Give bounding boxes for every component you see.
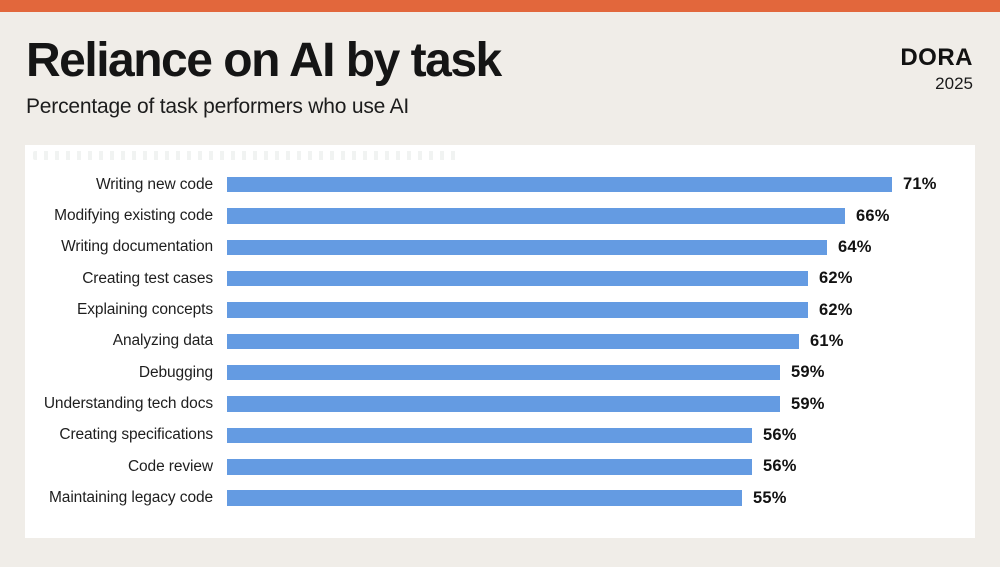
bar-value: 62%	[819, 269, 853, 288]
ghost-watermark	[33, 151, 458, 160]
bar-value: 56%	[763, 457, 797, 476]
bar	[227, 459, 752, 475]
chart-row: Creating specifications 56%	[25, 420, 975, 451]
bar-value: 59%	[791, 394, 825, 413]
bar	[227, 427, 752, 444]
chart-row: Explaining concepts 62%	[25, 294, 975, 325]
row-label: Modifying existing code	[54, 207, 213, 225]
bar-value: 64%	[838, 237, 872, 256]
row-label: Debugging	[138, 363, 213, 381]
page-title: Reliance on AI by task	[26, 34, 502, 87]
bar-value: 61%	[810, 331, 844, 350]
header: Reliance on AI by task Percentage of tas…	[26, 34, 502, 119]
bar	[227, 490, 742, 506]
bar	[227, 396, 780, 412]
chart-row: Understanding tech docs 59%	[25, 388, 975, 419]
bar-track: 62%	[227, 301, 975, 320]
chart-row: Modifying existing code 66%	[25, 200, 975, 231]
top-accent-bar	[0, 0, 1000, 12]
bar	[227, 176, 892, 193]
bar	[227, 239, 827, 256]
bar-value: 66%	[856, 206, 890, 225]
row-label: Analyzing data	[112, 332, 213, 350]
row-label: Explaining concepts	[77, 301, 213, 319]
bar-value: 56%	[763, 425, 797, 444]
page-subtitle: Percentage of task performers who use AI	[26, 95, 410, 119]
brand-block: DORA 2025	[900, 44, 973, 93]
bar-track: 64%	[227, 238, 975, 257]
row-label: Creating specifications	[59, 426, 213, 444]
bar	[227, 302, 808, 318]
chart-row: Debugging 59%	[25, 357, 975, 388]
row-label: Creating test cases	[82, 269, 213, 287]
bar-value: 59%	[791, 363, 825, 382]
row-label: Understanding tech docs	[43, 395, 213, 413]
chart-row: Writing documentation 64%	[25, 232, 975, 263]
chart-row: Code review 56%	[25, 451, 975, 482]
bar-track: 62%	[227, 269, 975, 288]
bar-track: 66%	[227, 207, 975, 226]
row-label: Maintaining legacy code	[49, 489, 213, 507]
bar-track: 56%	[227, 457, 975, 476]
bar	[227, 270, 808, 287]
bar-track: 59%	[227, 395, 975, 414]
row-label: Code review	[127, 457, 213, 475]
chart-row: Writing new code 71%	[25, 169, 975, 200]
bar-value: 62%	[819, 300, 853, 319]
chart-row: Analyzing data 61%	[25, 326, 975, 357]
bar-value: 55%	[753, 488, 787, 507]
bar	[227, 208, 845, 224]
chart-rows: Writing new code 71% Modifying existing …	[25, 169, 975, 514]
bar-track: 71%	[227, 175, 975, 194]
brand-year: 2025	[935, 74, 973, 93]
bar-track: 56%	[227, 426, 975, 445]
row-label: Writing documentation	[61, 238, 213, 256]
bar-track: 61%	[227, 332, 975, 351]
bar	[227, 364, 780, 381]
bar	[227, 333, 799, 350]
bar-track: 59%	[227, 363, 975, 382]
dora-logo: DORA	[900, 44, 973, 71]
bar-track: 55%	[227, 489, 975, 508]
chart-row: Creating test cases 62%	[25, 263, 975, 294]
bar-value: 71%	[903, 175, 937, 194]
row-label: Writing new code	[95, 175, 213, 193]
chart-row: Maintaining legacy code 55%	[25, 482, 975, 513]
chart-panel: Writing new code 71% Modifying existing …	[25, 145, 975, 538]
